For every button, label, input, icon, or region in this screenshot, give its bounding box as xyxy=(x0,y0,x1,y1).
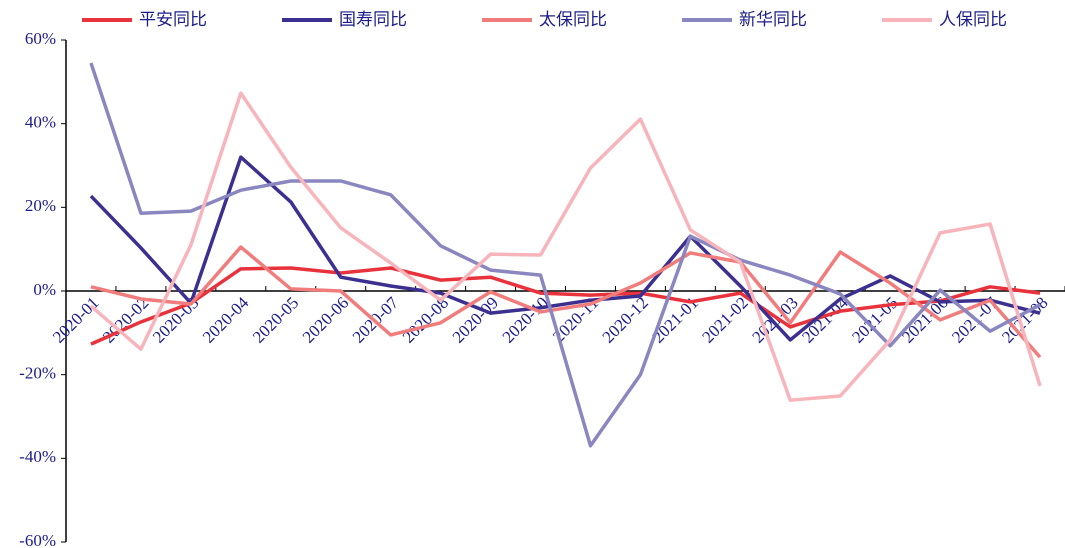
x-tick-label: 2020-06 xyxy=(299,293,353,347)
series-line xyxy=(90,266,1041,346)
x-tick-label: 2020-10 xyxy=(499,293,553,347)
x-tick-label: 2020-12 xyxy=(599,293,653,347)
legend-label: 太保同比 xyxy=(539,10,607,29)
legend-label: 人保同比 xyxy=(939,10,1007,29)
x-tick-label: 2020-05 xyxy=(249,293,303,347)
y-tick-label: -20% xyxy=(19,364,56,383)
x-tick-label: 2020-01 xyxy=(49,293,103,347)
y-tick-label: 0% xyxy=(33,280,56,299)
series-line xyxy=(90,245,1042,359)
x-tick-label: 2021-05 xyxy=(848,293,902,347)
y-tick-label: 40% xyxy=(25,113,56,132)
legend-label: 国寿同比 xyxy=(339,10,407,29)
series-line xyxy=(89,62,1041,448)
legend-label: 新华同比 xyxy=(739,10,807,29)
series-line xyxy=(89,91,1042,402)
y-tick-label: 60% xyxy=(25,29,56,48)
y-tick-label: -60% xyxy=(19,531,56,548)
x-tick-label: 2021-02 xyxy=(698,293,752,347)
y-tick-label: -40% xyxy=(19,447,56,466)
x-tick-label: 2020-04 xyxy=(199,293,253,347)
legend-label: 平安同比 xyxy=(139,10,207,29)
y-tick-label: 20% xyxy=(25,196,56,215)
